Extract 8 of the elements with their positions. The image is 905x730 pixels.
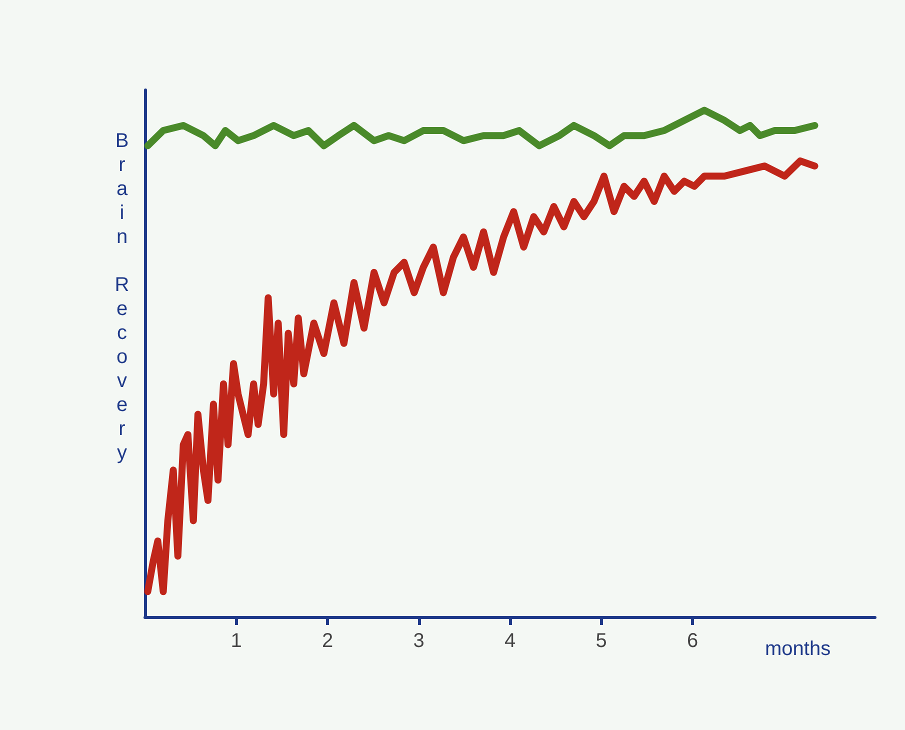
x-tick-label: 6 xyxy=(686,630,698,652)
x-tick-label: 4 xyxy=(504,630,516,652)
x-axis-title: months xyxy=(765,638,831,660)
x-tick-label: 3 xyxy=(413,630,424,652)
y-axis-title: Brain Recovery xyxy=(110,130,133,466)
x-tick-label: 2 xyxy=(322,630,334,652)
x-tick-label: 1 xyxy=(230,630,242,652)
x-tick-label: 5 xyxy=(596,630,607,652)
